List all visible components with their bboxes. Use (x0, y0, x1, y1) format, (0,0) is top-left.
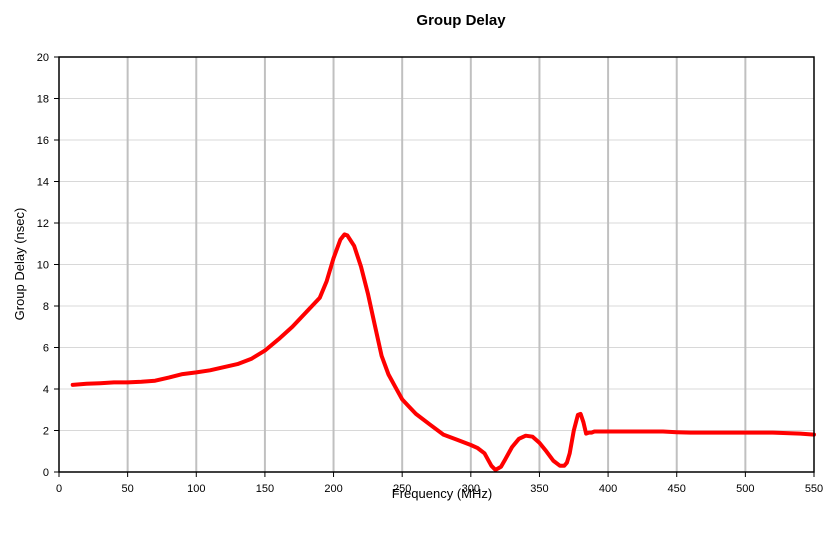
series-line-group-delay (70, 232, 816, 472)
y-tick-label: 8 (43, 301, 49, 313)
x-tick-label: 500 (736, 483, 754, 495)
x-axis-label: Frequency (MHz) (392, 486, 492, 501)
chart-title: Group Delay (416, 12, 506, 29)
x-tick-label: 250 (393, 483, 411, 495)
x-tick-label: 400 (599, 483, 617, 495)
y-tick-label: 18 (37, 94, 49, 106)
x-tick-label: 550 (805, 483, 823, 495)
x-tick-label: 300 (462, 483, 480, 495)
x-tick-label: 350 (530, 483, 548, 495)
y-tick-label: 4 (43, 384, 49, 396)
x-tick-label: 0 (56, 483, 62, 495)
y-tick-label: 14 (37, 177, 49, 189)
x-tick-label: 150 (256, 483, 274, 495)
y-tick-label: 16 (37, 135, 49, 147)
y-axis-label: Group Delay (nsec) (12, 208, 27, 321)
y-axis-ticks: 0 2 4 6 8 10 12 14 16 18 20 (37, 52, 59, 479)
y-tick-label: 6 (43, 343, 49, 355)
x-tick-label: 100 (187, 483, 205, 495)
y-tick-label: 20 (37, 52, 49, 64)
x-tick-label: 50 (122, 483, 134, 495)
x-tick-label: 200 (324, 483, 342, 495)
x-axis-ticks: 0 50 100 150 200 250 300 350 400 450 500 550 (56, 472, 823, 495)
y-tick-label: 10 (37, 260, 49, 272)
y-tick-label: 12 (37, 218, 49, 230)
grid-lines (59, 56, 814, 472)
y-tick-label: 2 (43, 426, 49, 438)
x-tick-label: 450 (668, 483, 686, 495)
y-tick-label: 0 (43, 467, 49, 479)
plot-area (70, 232, 816, 472)
